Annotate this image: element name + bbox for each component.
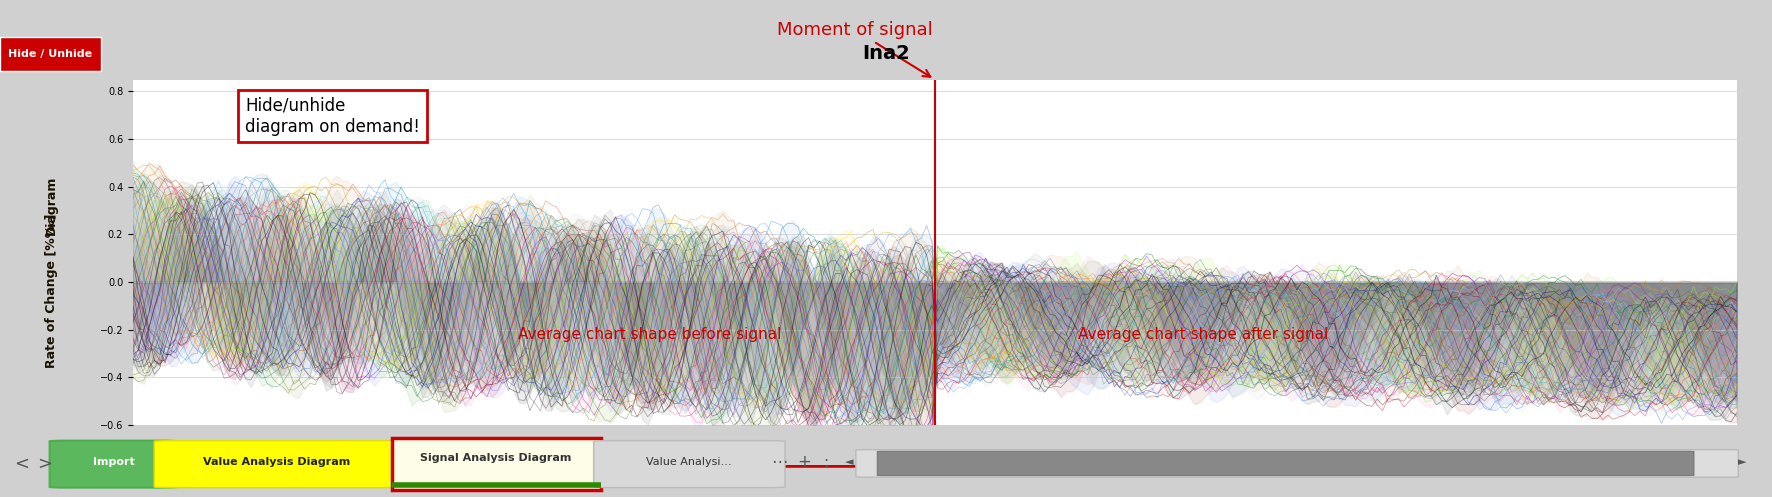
Text: +: +	[797, 453, 812, 471]
Text: <: <	[14, 454, 28, 473]
Text: ◄: ◄	[845, 457, 852, 467]
Text: Diagram: Diagram	[44, 175, 58, 235]
Text: Hide / Unhide: Hide / Unhide	[9, 49, 92, 59]
FancyBboxPatch shape	[154, 441, 399, 488]
FancyBboxPatch shape	[50, 441, 177, 488]
FancyBboxPatch shape	[0, 37, 101, 71]
FancyBboxPatch shape	[856, 450, 1738, 477]
Text: Hide/unhide
diagram on demand!: Hide/unhide diagram on demand!	[245, 97, 420, 136]
Text: Value Analysi…: Value Analysi…	[647, 457, 732, 467]
Text: ⋯: ⋯	[771, 453, 789, 471]
Text: Average chart shape before signal: Average chart shape before signal	[519, 327, 781, 342]
FancyBboxPatch shape	[877, 451, 1694, 476]
Text: Signal Analysis Diagram: Signal Analysis Diagram	[420, 453, 572, 463]
Text: Moment of signal: Moment of signal	[776, 20, 932, 77]
Text: Import: Import	[92, 457, 135, 467]
Text: :: :	[824, 455, 828, 470]
Text: Average chart shape after signal: Average chart shape after signal	[1077, 327, 1329, 342]
Text: ►: ►	[1738, 457, 1745, 467]
FancyBboxPatch shape	[594, 441, 785, 488]
Text: Value Analysis Diagram: Value Analysis Diagram	[202, 457, 351, 467]
Text: Rate of Change [%‰]: Rate of Change [%‰]	[44, 213, 58, 367]
Text: Ina2: Ina2	[863, 44, 909, 63]
Text: >: >	[37, 454, 51, 473]
FancyBboxPatch shape	[392, 438, 601, 490]
